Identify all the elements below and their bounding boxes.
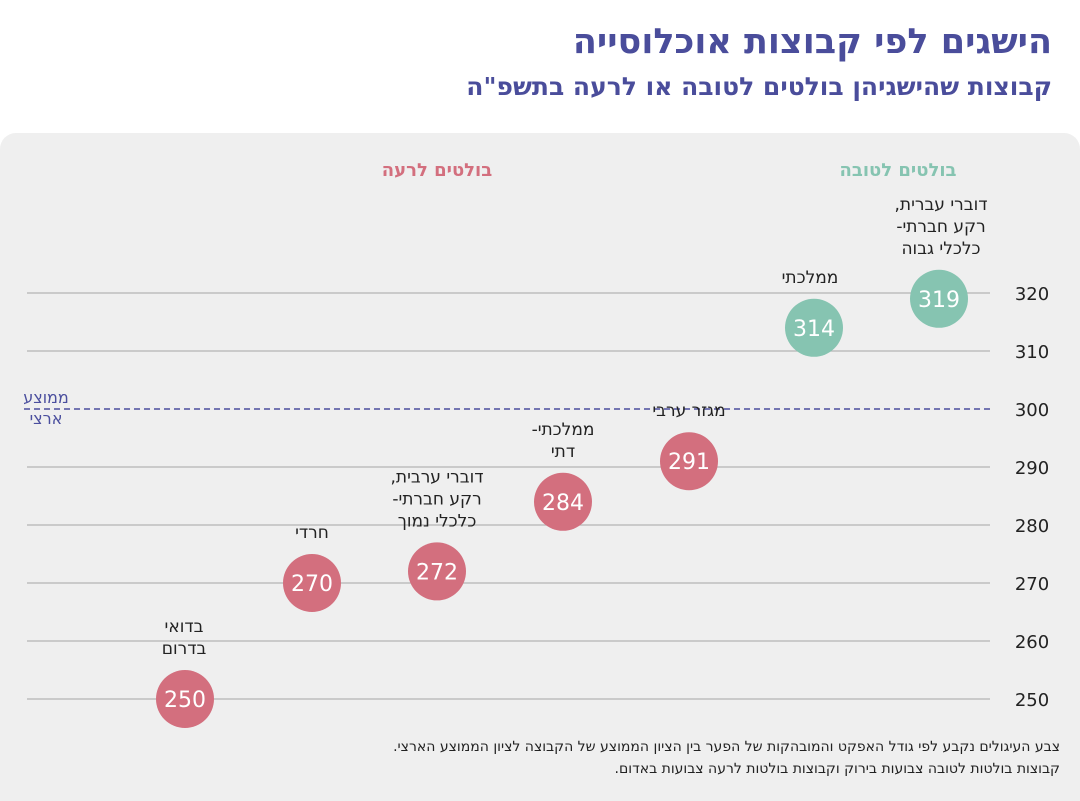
- data-point-291: [660, 432, 718, 491]
- point-name-label: כלכלי גבוה: [901, 239, 980, 259]
- data-point-272: [408, 542, 466, 601]
- point-name-label: רקע חברתי-: [896, 217, 985, 237]
- data-label-272: 272: [416, 560, 458, 585]
- point-name-label: דוברי ערבית,: [391, 467, 484, 487]
- chart-subtitle: קבוצות שהישגיהן בולטים לטובה או לרעה בתש…: [466, 72, 1052, 101]
- footnote-line-color-legend: קבוצות בולטות לטובה צבועות בירוק וקבוצות…: [614, 761, 1060, 777]
- data-label-270: 270: [291, 572, 333, 597]
- data-label-291: 291: [668, 450, 710, 475]
- data-label-314: 314: [793, 317, 835, 342]
- point-name-label: בדואי: [165, 617, 204, 637]
- point-name-label: רקע חברתי-: [392, 489, 481, 509]
- data-label-250: 250: [164, 688, 206, 713]
- y-tick-label-280: 280: [1015, 516, 1049, 537]
- data-point-319: [910, 269, 968, 328]
- y-tick-label-300: 300: [1015, 400, 1049, 421]
- point-name-label: דוברי עברית,: [895, 195, 988, 215]
- point-name-label: מגזר ערבי: [652, 401, 725, 421]
- chart-panel: 250 260 270 280 290 300 310 320 ממוצע ארצי בולטים …: [0, 133, 1080, 801]
- legend-bad: בולטים לרעה: [382, 160, 492, 181]
- average-label-line: ממוצע: [23, 388, 69, 407]
- point-name-label: כלכלי נמוך: [398, 511, 477, 531]
- legend-good: בולטים לטובה: [839, 160, 956, 181]
- point-name-label: דתי: [551, 442, 575, 462]
- y-tick-label-260: 260: [1015, 632, 1049, 653]
- y-tick-label-320: 320: [1015, 284, 1049, 305]
- footnote: צבע העיגולים נקבע לפי גודל האפקט והמובהק…: [60, 736, 1060, 780]
- data-point-314: [785, 298, 843, 357]
- y-tick-label-290: 290: [1015, 458, 1049, 479]
- point-name-label: ממלכתי: [782, 268, 839, 288]
- data-label-284: 284: [542, 491, 584, 516]
- data-point-250: [156, 670, 214, 728]
- scatter-chart: 250 260 270 280 290 300 310 320 ממוצע ארצי בולטים …: [23, 160, 1049, 728]
- y-tick-label-270: 270: [1015, 574, 1049, 595]
- data-label-319: 319: [918, 288, 960, 313]
- point-name-label: ממלכתי-: [532, 420, 595, 440]
- data-point-284: [534, 472, 592, 531]
- footnote-line-color-effect: צבע העיגולים נקבע לפי גודל האפקט והמובהק…: [393, 739, 1060, 755]
- data-point-270: [283, 554, 341, 612]
- point-name-label: בדרום: [162, 639, 207, 659]
- point-name-label: חרדי: [295, 523, 329, 543]
- average-label-line: ארצי: [30, 409, 63, 428]
- y-tick-label-310: 310: [1015, 342, 1049, 363]
- y-tick-label-250: 250: [1015, 690, 1049, 711]
- chart-title: הישגים לפי קבוצות אוכלוסייה: [572, 22, 1052, 62]
